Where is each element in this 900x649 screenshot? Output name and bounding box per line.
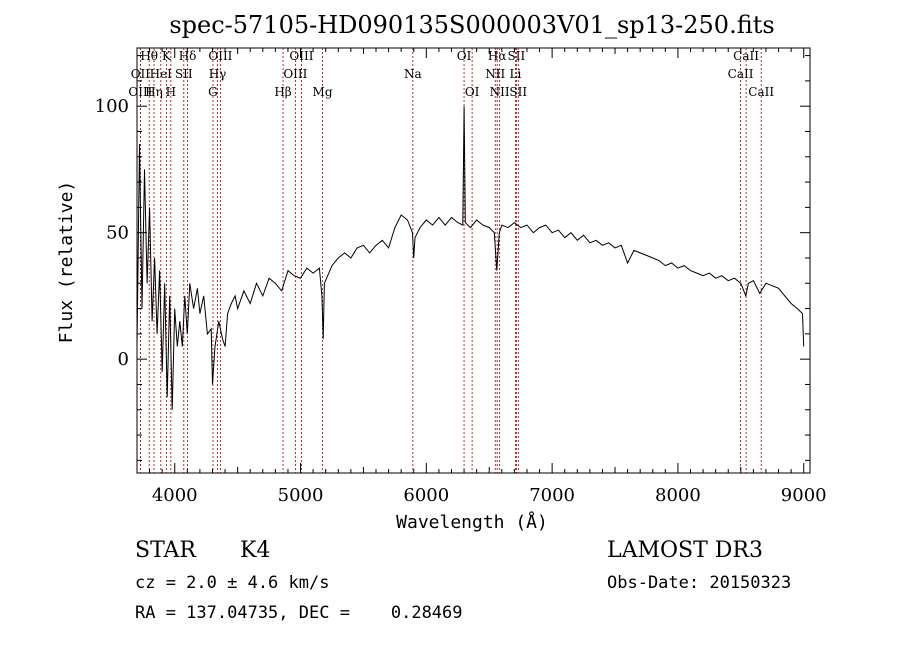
survey-name: LAMOST DR3 xyxy=(607,538,763,563)
object-class: STAR xyxy=(135,538,196,563)
line-marker-label: Mg xyxy=(313,85,333,99)
y-axis-label: Flux (relative) xyxy=(56,181,77,344)
line-marker-label: CaII xyxy=(728,67,754,81)
y-tick-label: 100 xyxy=(95,96,129,117)
line-marker-label: NII xyxy=(485,67,505,81)
redshift-text: cz = 2.0 ± 4.6 km/s xyxy=(135,573,330,593)
plot-frame xyxy=(136,47,811,474)
line-marker-label: G xyxy=(208,85,218,99)
line-marker-label: SII xyxy=(508,49,526,63)
line-marker-label: SII xyxy=(175,67,193,81)
line-marker-label: HeI xyxy=(150,67,173,81)
line-marker-label: OI xyxy=(465,85,480,99)
x-axis-label: Wavelength (Å) xyxy=(396,511,548,533)
line-marker-label: Na xyxy=(404,67,422,81)
line-marker-label: CaII xyxy=(748,85,774,99)
line-marker-label: NII xyxy=(490,85,510,99)
line-marker-label: OI xyxy=(457,49,472,63)
axis-ticks: 4000 5000 6000 7000 8000 9000 0 50 100 xyxy=(95,48,827,506)
line-marker-group: OIIOIIIHθHηHeIKHSIIHδGHγOIIIHβOIIIOIIIMg… xyxy=(128,48,774,473)
x-tick-label: 4000 xyxy=(152,485,198,506)
object-subclass: K4 xyxy=(240,538,271,563)
y-tick-label: 0 xyxy=(118,349,129,370)
x-tick-label: 9000 xyxy=(781,485,827,506)
line-marker-label: OIII xyxy=(289,49,313,63)
x-tick-label: 6000 xyxy=(403,485,449,506)
line-marker-label: H xyxy=(166,85,176,99)
y-tick-label: 50 xyxy=(106,223,129,244)
line-marker-label: SII xyxy=(509,85,527,99)
line-marker-label: CaII xyxy=(733,49,759,63)
line-marker-label: Hβ xyxy=(274,85,291,99)
chart-title: spec-57105-HD090135S000003V01_sp13-250.f… xyxy=(169,11,774,39)
obs-date: Obs-Date: 20150323 xyxy=(607,573,792,593)
line-marker-label: OIII xyxy=(283,67,307,81)
spectrum-line xyxy=(136,106,805,410)
line-marker-label: OIII xyxy=(208,49,232,63)
x-tick-label: 5000 xyxy=(278,485,324,506)
line-marker-label: Hα xyxy=(488,49,507,63)
x-tick-label: 8000 xyxy=(655,485,701,506)
line-marker-label: Hγ xyxy=(209,67,227,81)
line-marker-label: OIII xyxy=(128,85,152,99)
line-marker-label: Li xyxy=(509,67,521,81)
coordinates-text: RA = 137.04735, DEC = 0.28469 xyxy=(135,603,463,623)
line-marker-label: Hη xyxy=(145,85,163,99)
line-marker-label: K xyxy=(162,49,172,63)
x-tick-label: 7000 xyxy=(529,485,575,506)
line-marker-label: Hδ xyxy=(179,49,197,63)
